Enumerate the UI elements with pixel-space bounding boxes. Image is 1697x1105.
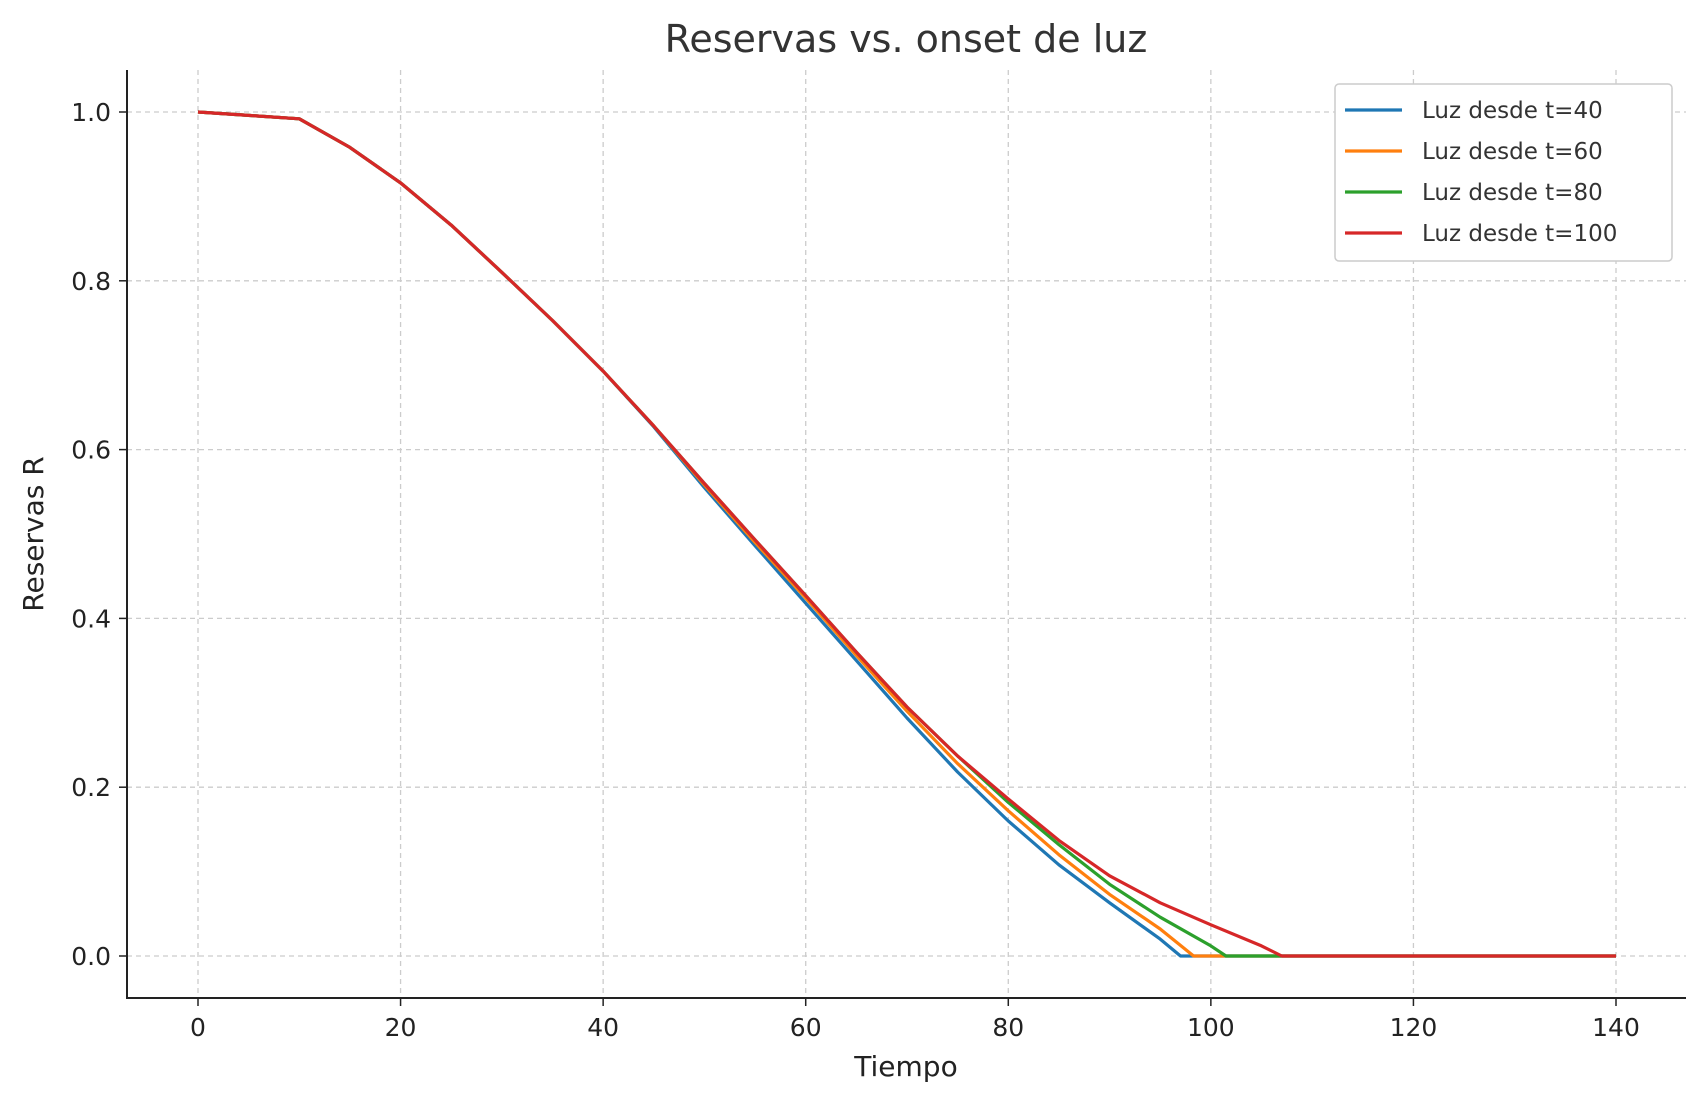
y-tick-label: 0.2 xyxy=(71,773,111,802)
legend-label: Luz desde t=40 xyxy=(1422,98,1603,124)
x-tick-label: 100 xyxy=(1187,1013,1235,1042)
x-tick-label: 120 xyxy=(1390,1013,1438,1042)
legend: Luz desde t=40 Luz desde t=60 Luz desde t=… xyxy=(1334,83,1673,262)
x-ticks: 0 20 40 60 80 100 120 140 xyxy=(190,998,1640,1042)
legend-box xyxy=(1334,83,1673,262)
legend-label: Luz desde t=60 xyxy=(1422,139,1603,165)
y-tick-label: 0.6 xyxy=(71,436,111,465)
y-axis-label: Reservas R xyxy=(17,456,50,611)
x-tick-label: 0 xyxy=(190,1013,206,1042)
x-tick-label: 60 xyxy=(790,1013,822,1042)
x-tick-label: 140 xyxy=(1592,1013,1640,1042)
x-tick-label: 40 xyxy=(587,1013,619,1042)
y-tick-label: 0.4 xyxy=(71,604,111,633)
x-tick-label: 20 xyxy=(385,1013,417,1042)
x-tick-label: 80 xyxy=(992,1013,1024,1042)
y-tick-label: 1.0 xyxy=(71,98,111,127)
x-axis-label: Tiempo xyxy=(853,1050,957,1083)
legend-label: Luz desde t=100 xyxy=(1422,221,1617,247)
series-line-4 xyxy=(197,110,1616,958)
chart-title: Reservas vs. onset de luz xyxy=(665,17,1148,61)
y-tick-label: 0.0 xyxy=(71,942,111,971)
series-lines xyxy=(197,110,1616,958)
y-ticks: 0.0 0.2 0.4 0.6 0.8 1.0 xyxy=(71,98,127,971)
y-tick-label: 0.8 xyxy=(71,267,111,296)
legend-label: Luz desde t=80 xyxy=(1422,180,1603,206)
